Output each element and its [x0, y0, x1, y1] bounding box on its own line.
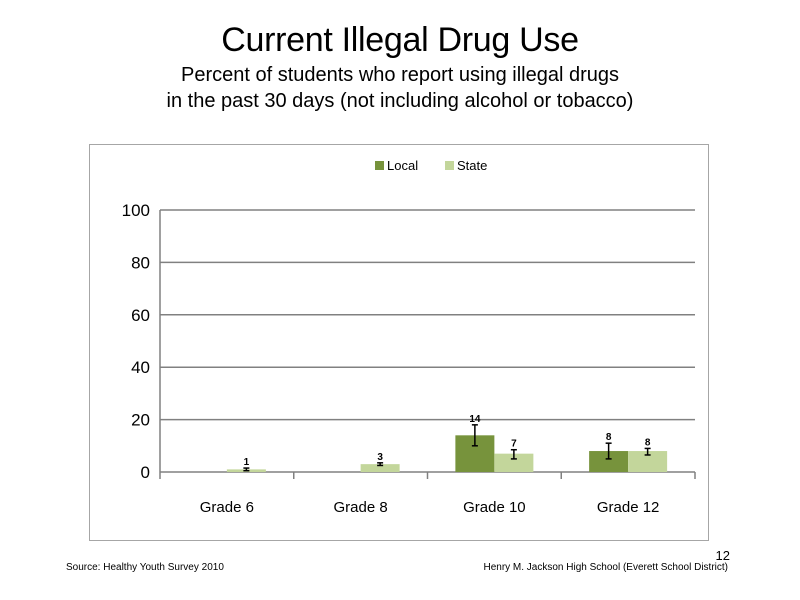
x-tick-label-grade-12: Grade 12 — [597, 499, 660, 516]
data-label-state-grade-6: 1 — [244, 457, 250, 468]
bar-state-grade-10 — [494, 453, 534, 472]
legend-label-local: Local — [387, 158, 418, 173]
data-label-state-grade-12: 8 — [645, 437, 651, 448]
chart-frame — [89, 144, 709, 541]
x-tick-label-grade-8: Grade 8 — [334, 499, 388, 516]
source-note: Source: Healthy Youth Survey 2010 — [66, 562, 224, 573]
y-tick-label-20: 20 — [131, 411, 150, 430]
subtitle-line-2: in the past 30 days (not including alcoh… — [166, 90, 634, 112]
school-name: Henry M. Jackson High School (Everett Sc… — [483, 562, 728, 573]
y-tick-label-40: 40 — [131, 358, 150, 377]
data-label-state-grade-10: 7 — [511, 439, 517, 450]
bar-state-grade-12 — [628, 451, 668, 472]
subtitle-line-1: Percent of students who report using ill… — [180, 64, 620, 86]
y-tick-label-60: 60 — [131, 306, 150, 325]
slide-number: 12 — [715, 548, 730, 563]
y-tick-label-100: 100 — [122, 201, 150, 220]
data-label-local-grade-12: 8 — [606, 432, 612, 443]
bar-local-grade-12 — [589, 451, 629, 472]
slide-title: Current Illegal Drug Use — [221, 21, 579, 59]
y-tick-label-0: 0 — [141, 463, 150, 482]
slide-subtitle: Percent of students who report using ill… — [0, 62, 800, 114]
y-tick-label-80: 80 — [131, 253, 150, 272]
x-tick-label-grade-6: Grade 6 — [200, 499, 254, 516]
legend-swatch-state — [445, 161, 454, 170]
bar-state-grade-8 — [360, 464, 400, 472]
legend-swatch-local — [375, 161, 384, 170]
legend-label-state: State — [457, 158, 487, 173]
x-tick-label-grade-10: Grade 10 — [463, 499, 526, 516]
data-label-local-grade-10: 14 — [469, 414, 481, 425]
data-label-state-grade-8: 3 — [377, 452, 383, 463]
